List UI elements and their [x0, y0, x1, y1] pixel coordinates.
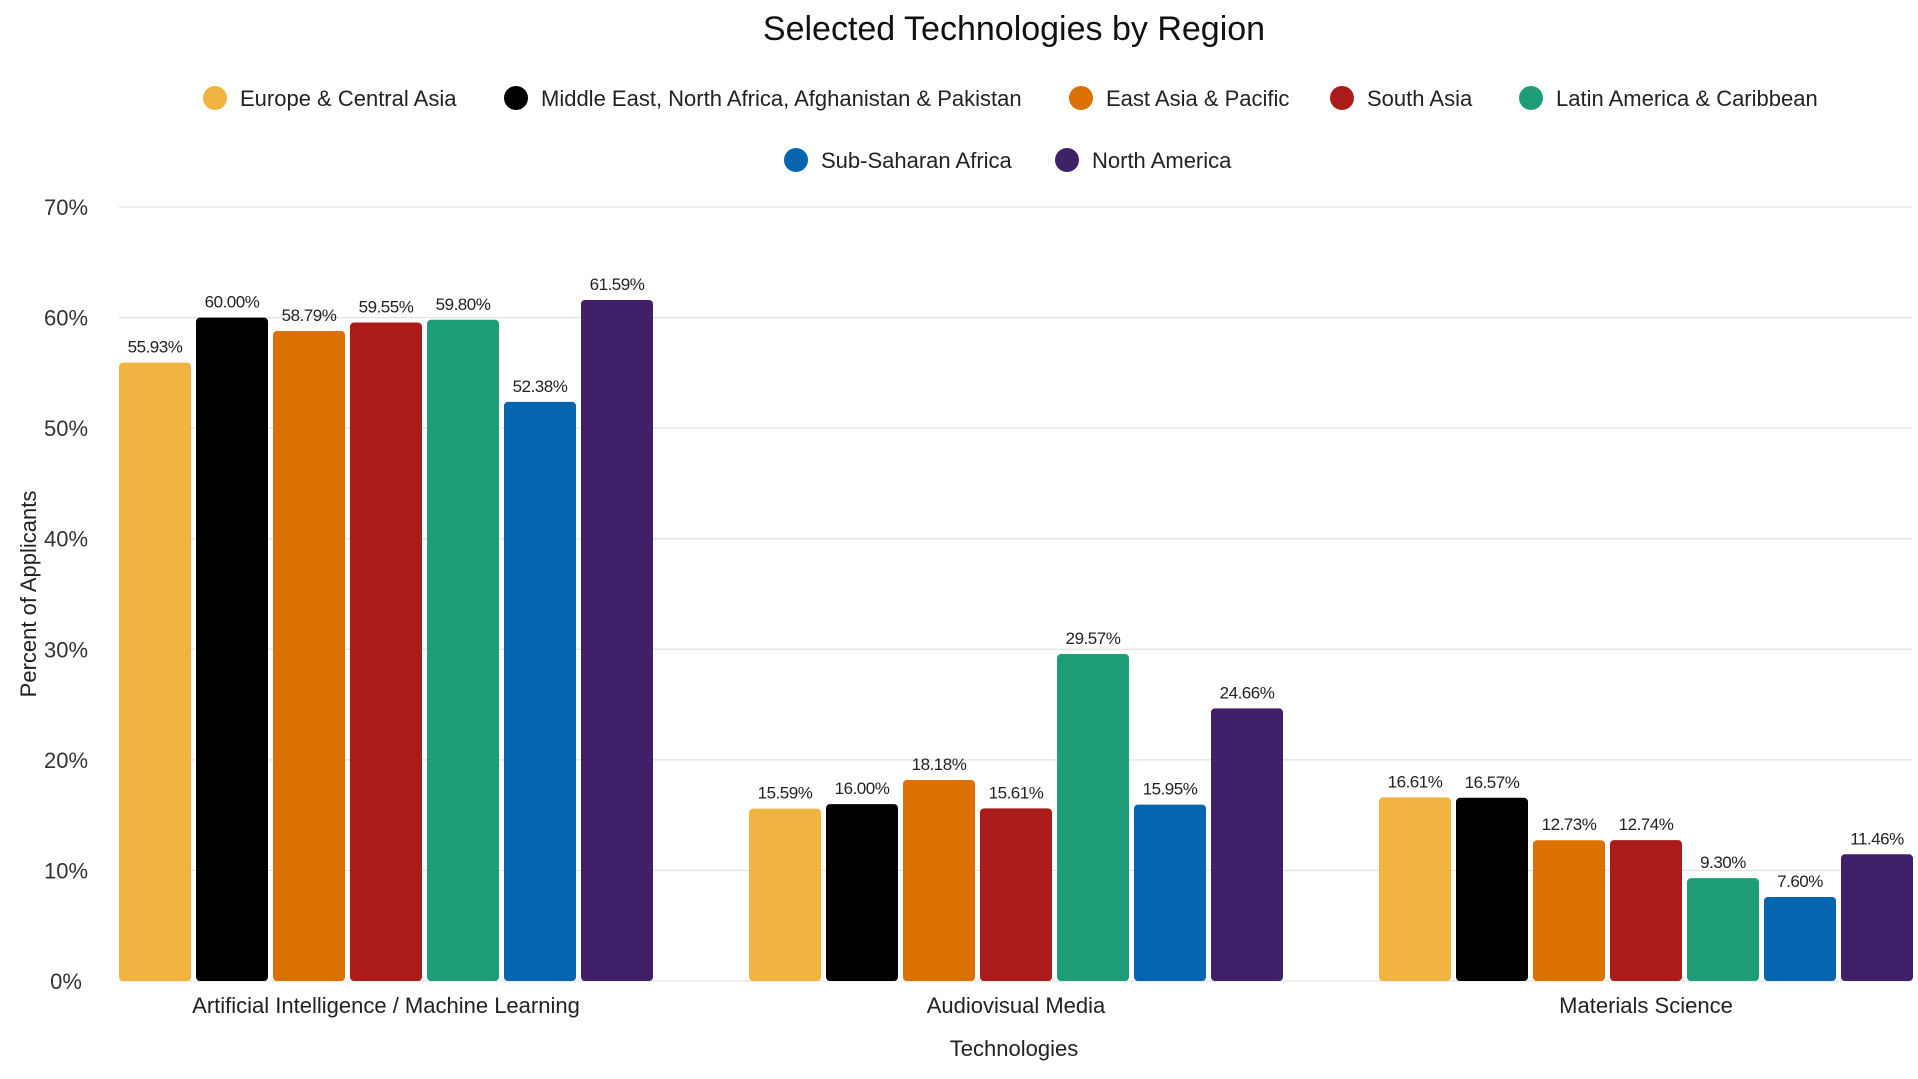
data-label: 59.80%	[436, 295, 491, 314]
bar	[749, 808, 821, 981]
bar	[1379, 797, 1451, 981]
legend-item[interactable]: Middle East, North Africa, Afghanistan &…	[504, 86, 1022, 111]
y-tick-label: 40%	[44, 527, 88, 552]
legend-marker	[203, 86, 227, 110]
x-tick-label: Materials Science	[1559, 993, 1733, 1018]
data-label: 15.61%	[989, 783, 1044, 802]
legend-label: Europe & Central Asia	[240, 86, 457, 111]
data-label: 15.59%	[758, 784, 813, 803]
data-label: 18.18%	[912, 755, 967, 774]
bar	[427, 319, 499, 982]
legend-item[interactable]: South Asia	[1330, 86, 1473, 111]
legend-marker	[504, 86, 528, 110]
bar	[1764, 896, 1836, 981]
legend-marker	[1055, 148, 1079, 172]
x-tick-label: Artificial Intelligence / Machine Learni…	[192, 993, 580, 1018]
data-label: 58.79%	[282, 306, 337, 325]
bar	[1456, 797, 1528, 981]
bar	[1841, 854, 1913, 981]
legend-item[interactable]: East Asia & Pacific	[1069, 86, 1289, 111]
legend-marker	[1069, 86, 1093, 110]
legend: Europe & Central Asia Middle East, North …	[203, 86, 1818, 173]
x-tick-label: Audiovisual Media	[927, 993, 1106, 1018]
bar	[273, 330, 345, 981]
legend-marker	[1330, 86, 1354, 110]
bar	[826, 804, 898, 981]
bar	[504, 401, 576, 981]
y-axis-title: Percent of Applicants	[16, 491, 41, 698]
bars: 55.93% 60.00% 58.79% 59.55% 59.80% 52.38% 61.5…	[119, 275, 1913, 982]
y-tick-label: 60%	[44, 306, 88, 331]
legend-label: North America	[1092, 148, 1232, 173]
chart-title: Selected Technologies by Region	[763, 10, 1265, 48]
bar	[350, 322, 422, 982]
data-label: 55.93%	[128, 338, 183, 357]
y-tick-label: 50%	[44, 416, 88, 441]
legend-item[interactable]: North America	[1055, 148, 1232, 173]
bar	[903, 779, 975, 981]
legend-item[interactable]: Latin America & Caribbean	[1519, 86, 1818, 111]
legend-marker	[784, 148, 808, 172]
bar	[1057, 654, 1129, 981]
y-tick-label: 20%	[44, 748, 88, 773]
legend-item[interactable]: Sub-Saharan Africa	[784, 148, 1013, 173]
y-tick-label: 70%	[44, 195, 88, 220]
y-tick-label: 30%	[44, 637, 88, 662]
bar	[980, 808, 1052, 981]
data-label: 60.00%	[205, 293, 260, 312]
bar	[1211, 708, 1283, 981]
data-label: 7.60%	[1777, 872, 1823, 891]
bar	[1610, 840, 1682, 981]
legend-label: Latin America & Caribbean	[1556, 86, 1818, 111]
data-label: 52.38%	[513, 377, 568, 396]
legend-marker	[1519, 86, 1543, 110]
bar	[1687, 878, 1759, 981]
data-label: 61.59%	[590, 275, 645, 294]
legend-label: Sub-Saharan Africa	[821, 148, 1013, 173]
data-label: 29.57%	[1066, 629, 1121, 648]
bar	[119, 362, 191, 982]
data-label: 15.95%	[1143, 780, 1198, 799]
bar	[1533, 840, 1605, 981]
data-label: 9.30%	[1700, 853, 1746, 872]
y-tick-label: 10%	[44, 858, 88, 883]
data-label: 12.74%	[1619, 815, 1674, 834]
y-axis-ticks: 0% 10% 20% 30% 40% 50% 60% 70%	[44, 195, 88, 994]
data-label: 12.73%	[1542, 815, 1597, 834]
x-axis-title: Technologies	[950, 1036, 1078, 1061]
legend-label: Middle East, North Africa, Afghanistan &…	[541, 86, 1022, 111]
legend-label: South Asia	[1367, 86, 1473, 111]
legend-item[interactable]: Europe & Central Asia	[203, 86, 457, 111]
x-axis-ticks: Artificial Intelligence / Machine Learni…	[192, 993, 1733, 1018]
legend-label: East Asia & Pacific	[1106, 86, 1289, 111]
data-label: 24.66%	[1220, 683, 1275, 702]
bar	[1134, 804, 1206, 981]
bar	[196, 317, 268, 982]
data-label: 16.57%	[1465, 773, 1520, 792]
data-label: 59.55%	[359, 298, 414, 317]
y-tick-label: 0%	[50, 969, 82, 994]
data-label: 16.61%	[1388, 772, 1443, 791]
bar	[581, 299, 653, 981]
data-label: 16.00%	[835, 779, 890, 798]
data-label: 11.46%	[1850, 829, 1904, 848]
